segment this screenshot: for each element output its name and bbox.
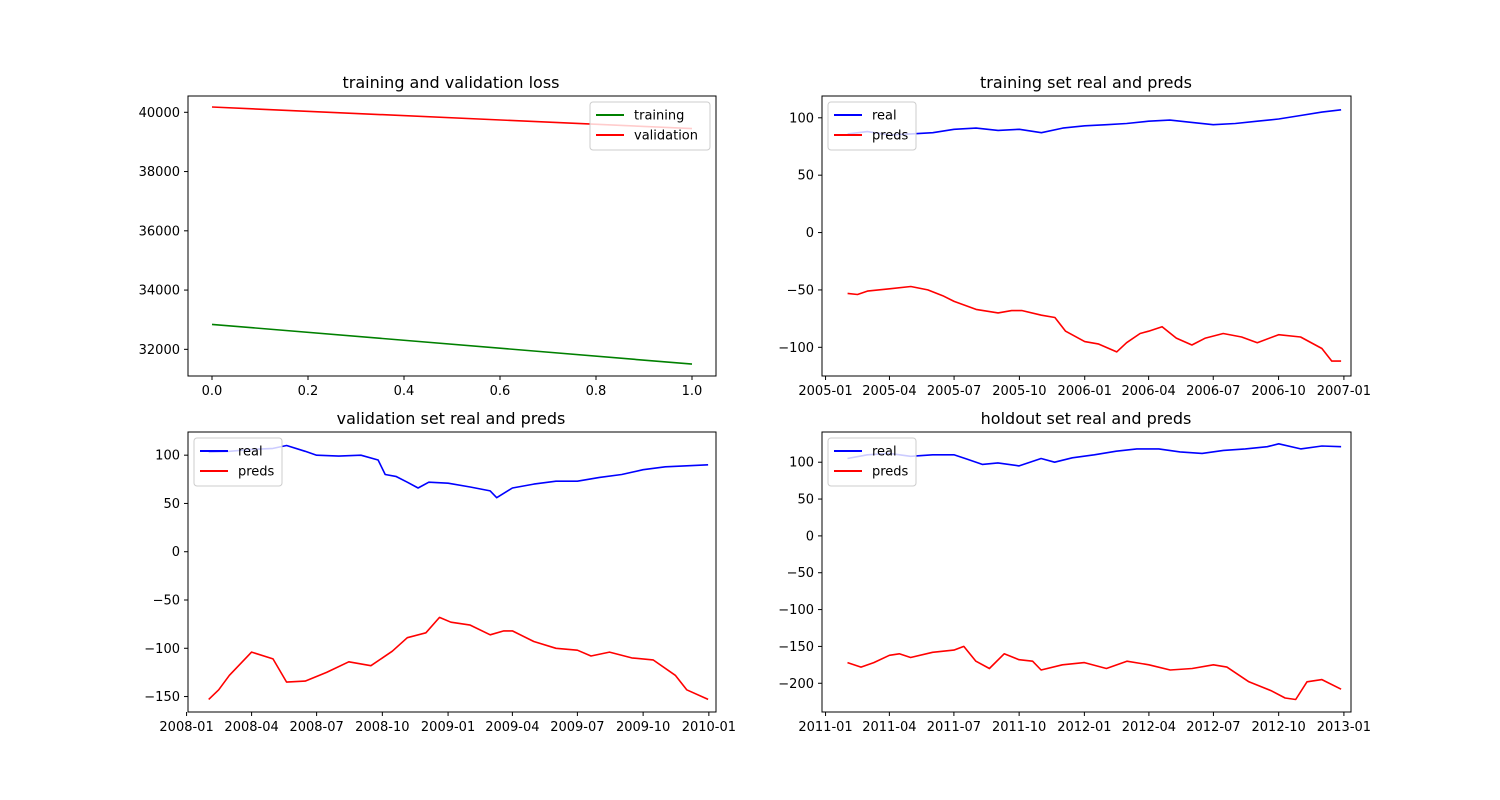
holdout-series-preds-line — [847, 645, 1342, 701]
loss-panel: training and validation loss 0.0 0.2 0.4 0.… — [139, 73, 717, 399]
loss-title: training and validation loss — [342, 73, 559, 92]
holdout-ytick-label: 50 — [797, 493, 814, 508]
train-ytick-label: 0 — [806, 226, 814, 241]
loss-legend-label-training: training — [634, 109, 684, 124]
validation-xtick-label: 2008-01 — [159, 720, 213, 735]
holdout-xtick-label: 2011-01 — [798, 720, 852, 735]
train-legend-label-real: real — [872, 109, 897, 124]
validation-xtick-label: 2008-10 — [355, 720, 409, 735]
holdout-legend: real preds — [827, 437, 917, 487]
holdout-ticks: 2011-01 2011-04 2011-07 2011-10 2012-01 2012-… — [778, 456, 1371, 735]
validation-xtick-label: 2009-07 — [550, 720, 604, 735]
holdout-ytick-label: −150 — [778, 640, 814, 655]
validation-xtick-label: 2010-01 — [682, 720, 736, 735]
holdout-legend-label-preds: preds — [872, 465, 909, 480]
holdout-xtick-label: 2012-07 — [1186, 720, 1240, 735]
holdout-xtick-label: 2011-10 — [992, 720, 1046, 735]
train-ticks: 2005-01 2005-04 2005-07 2005-10 2006-01 2006-… — [778, 111, 1371, 399]
holdout-marks — [847, 442, 1342, 701]
train-ytick-label: 50 — [797, 169, 814, 184]
holdout-ytick-label: −200 — [778, 677, 814, 692]
validation-ytick-label: −100 — [144, 642, 180, 657]
loss-xtick-label: 0.8 — [586, 384, 607, 399]
validation-xtick-label: 2009-01 — [421, 720, 475, 735]
validation-legend: real preds — [193, 437, 283, 487]
validation-marks — [208, 444, 709, 701]
holdout-xtick-label: 2011-04 — [862, 720, 916, 735]
loss-xtick-label: 0.0 — [202, 384, 223, 399]
validation-legend-label-real: real — [238, 445, 263, 460]
validation-xtick-label: 2009-04 — [485, 720, 539, 735]
validation-series-real-line — [208, 444, 709, 499]
holdout-ytick-label: 100 — [789, 456, 814, 471]
validation-legend-label-preds: preds — [238, 465, 275, 480]
train-ytick-label: −50 — [787, 283, 814, 298]
train-xtick-label: 2005-04 — [862, 384, 916, 399]
loss-series-training-line — [211, 323, 693, 365]
holdout-panel: holdout set real and preds 2011-01 2011-0… — [778, 409, 1371, 735]
loss-xtick-label: 1.0 — [682, 384, 703, 399]
loss-xtick-label: 0.6 — [490, 384, 511, 399]
validation-xtick-label: 2009-10 — [616, 720, 670, 735]
train-series-preds-line — [847, 285, 1342, 362]
loss-ytick-label: 38000 — [139, 165, 180, 180]
holdout-ytick-label: 0 — [806, 529, 814, 544]
holdout-series-real-line — [847, 442, 1342, 467]
validation-xtick-label: 2008-04 — [224, 720, 278, 735]
validation-ticks: 2008-01 2008-04 2008-07 2008-10 2009-01 2009-… — [144, 449, 736, 735]
train-xtick-label: 2005-01 — [798, 384, 852, 399]
train-plot-frame — [821, 95, 1352, 377]
train-title: training set real and preds — [980, 73, 1192, 92]
loss-xtick-label: 0.2 — [298, 384, 319, 399]
holdout-ytick-label: −50 — [787, 566, 814, 581]
train-panel: training set real and preds 2005-01 2005-… — [778, 73, 1371, 399]
loss-ytick-label: 40000 — [139, 106, 180, 121]
validation-xtick-label: 2008-07 — [289, 720, 343, 735]
holdout-plot-frame — [821, 431, 1352, 713]
validation-title: validation set real and preds — [337, 409, 566, 428]
validation-ytick-label: 0 — [172, 545, 180, 560]
train-xtick-label: 2006-07 — [1186, 384, 1240, 399]
train-legend: real preds — [827, 101, 917, 151]
holdout-xtick-label: 2012-10 — [1252, 720, 1306, 735]
train-ytick-label: −100 — [778, 341, 814, 356]
loss-legend: training validation — [589, 101, 711, 151]
train-marks — [847, 109, 1342, 362]
loss-ytick-label: 32000 — [139, 343, 180, 358]
holdout-xtick-label: 2013-01 — [1317, 720, 1371, 735]
loss-legend-label-validation: validation — [634, 129, 698, 144]
train-xtick-label: 2006-10 — [1251, 384, 1305, 399]
holdout-xtick-label: 2012-04 — [1122, 720, 1176, 735]
loss-ytick-label: 34000 — [139, 284, 180, 299]
validation-ytick-label: −150 — [144, 690, 180, 705]
validation-ytick-label: 50 — [163, 497, 180, 512]
train-xtick-label: 2007-01 — [1317, 384, 1371, 399]
holdout-title: holdout set real and preds — [981, 409, 1192, 428]
validation-ytick-label: 100 — [155, 449, 180, 464]
holdout-xtick-label: 2012-01 — [1057, 720, 1111, 735]
train-xtick-label: 2005-10 — [992, 384, 1046, 399]
validation-plot-frame — [187, 431, 717, 713]
holdout-legend-label-real: real — [872, 445, 897, 460]
train-xtick-label: 2005-07 — [927, 384, 981, 399]
holdout-xtick-label: 2011-07 — [927, 720, 981, 735]
holdout-ytick-label: −100 — [778, 603, 814, 618]
train-series-real-line — [847, 109, 1342, 136]
validation-ytick-label: −50 — [153, 594, 180, 609]
train-xtick-label: 2006-04 — [1121, 384, 1175, 399]
loss-xtick-label: 0.4 — [394, 384, 415, 399]
loss-plot-frame — [187, 95, 717, 377]
loss-ticks: 0.0 0.2 0.4 0.6 0.8 1.0 32000 34000 36000 38000 40… — [139, 106, 703, 399]
validation-panel: validation set real and preds 2008-01 200… — [144, 409, 736, 735]
train-legend-label-preds: preds — [872, 129, 909, 144]
validation-series-preds-line — [208, 616, 709, 701]
train-ytick-label: 100 — [789, 111, 814, 126]
train-xtick-label: 2006-01 — [1058, 384, 1112, 399]
loss-ytick-label: 36000 — [139, 224, 180, 239]
